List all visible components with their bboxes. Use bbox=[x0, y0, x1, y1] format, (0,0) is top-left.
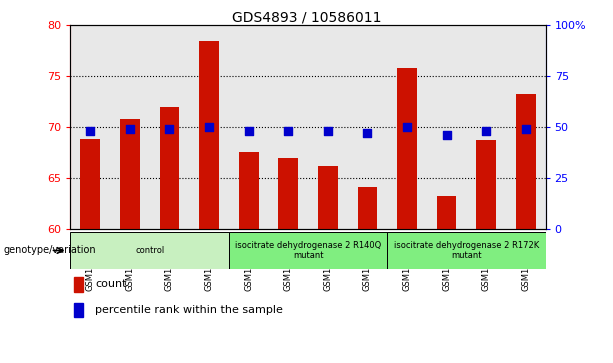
Bar bbox=[80, 139, 100, 229]
Bar bbox=[74, 277, 83, 291]
Bar bbox=[506, 25, 546, 229]
Bar bbox=[199, 41, 219, 229]
Bar bbox=[476, 140, 496, 229]
Point bbox=[283, 128, 293, 134]
Bar bbox=[70, 25, 110, 229]
Bar bbox=[238, 152, 259, 229]
Bar bbox=[150, 25, 189, 229]
Text: isocitrate dehydrogenase 2 R140Q
mutant: isocitrate dehydrogenase 2 R140Q mutant bbox=[235, 241, 381, 260]
Text: isocitrate dehydrogenase 2 R172K
mutant: isocitrate dehydrogenase 2 R172K mutant bbox=[394, 241, 539, 260]
Bar bbox=[268, 25, 308, 229]
Text: percentile rank within the sample: percentile rank within the sample bbox=[95, 305, 283, 315]
Bar bbox=[74, 303, 83, 317]
Bar bbox=[229, 25, 268, 229]
Bar bbox=[278, 158, 298, 229]
Bar bbox=[387, 232, 546, 269]
Text: control: control bbox=[135, 246, 164, 255]
Text: count: count bbox=[95, 280, 126, 289]
Text: genotype/variation: genotype/variation bbox=[3, 245, 96, 256]
Bar bbox=[357, 187, 378, 229]
Point bbox=[244, 128, 254, 134]
Bar bbox=[436, 196, 457, 229]
Text: GDS4893 / 10586011: GDS4893 / 10586011 bbox=[232, 11, 381, 25]
Point bbox=[323, 128, 333, 134]
Point bbox=[85, 128, 95, 134]
Bar bbox=[387, 25, 427, 229]
Bar bbox=[516, 94, 536, 229]
Bar bbox=[120, 119, 140, 229]
Bar bbox=[466, 25, 506, 229]
Point bbox=[204, 124, 214, 130]
Bar bbox=[110, 25, 150, 229]
Bar bbox=[397, 68, 417, 229]
Point bbox=[125, 126, 135, 132]
Point bbox=[164, 126, 174, 132]
Bar bbox=[229, 232, 387, 269]
Point bbox=[362, 130, 372, 136]
Bar bbox=[189, 25, 229, 229]
Point bbox=[442, 132, 452, 138]
Bar bbox=[427, 25, 466, 229]
Bar bbox=[159, 107, 180, 229]
Bar bbox=[308, 25, 348, 229]
Bar bbox=[318, 166, 338, 229]
Point bbox=[481, 128, 491, 134]
Bar bbox=[348, 25, 387, 229]
Bar bbox=[70, 232, 229, 269]
Point bbox=[402, 124, 412, 130]
Point bbox=[521, 126, 531, 132]
